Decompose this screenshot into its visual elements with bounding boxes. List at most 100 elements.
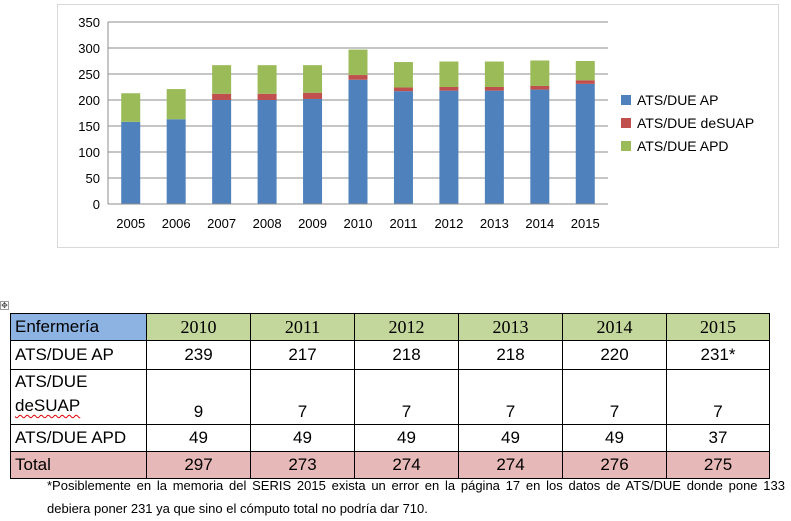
bar-segment [393,91,413,204]
bar-segment [121,121,141,204]
bar-segment [257,65,277,94]
table-cell: 7 [354,369,459,425]
legend-label: ATS/DUE AP [637,92,718,108]
legend-swatch [621,95,631,105]
bar-segment [530,85,550,90]
bar-segment [484,87,504,91]
table-corner-header: Enfermería [10,313,147,341]
data-table: Enfermería 2010 2011 2012 2013 2014 2015… [10,313,770,479]
axes: 0 50 100 150 200 250 300 350 2005 2006 2007 2008 200… [78,15,608,231]
table-cell: 274 [458,451,563,479]
table-move-handle-icon[interactable]: ✥ [0,301,9,310]
legend: ATS/DUE AP ATS/DUE deSUAP ATS/DUE APD [621,92,754,154]
year-header: 2010 [146,313,251,341]
table-cell: 218 [458,340,563,370]
bar-segment [439,87,459,91]
x-tick-label: 2007 [207,216,236,231]
row-label: ATS/DUE APD [10,424,147,452]
bar-segment [257,100,277,204]
y-tick-label: 250 [78,67,100,82]
bar-segment [439,90,459,204]
year-header: 2014 [562,313,667,341]
legend-swatch [621,118,631,128]
bar-segment [212,65,232,94]
table-cell: 220 [562,340,667,370]
year-header: 2015 [666,313,770,341]
bar-segment [257,93,277,100]
table-cell: 37 [666,424,770,452]
table-cell: 231* [666,340,770,370]
table-cell: 7 [562,369,667,425]
bar-segment [348,75,368,80]
row-label: ATS/DUE AP [10,340,147,370]
x-tick-label: 2014 [525,216,554,231]
x-tick-label: 2006 [162,216,191,231]
table-row: ATS/DUE APD 49 49 49 49 49 37 [10,424,770,452]
x-tick-label: 2012 [434,216,463,231]
x-tick-label: 2013 [480,216,509,231]
x-tick-label: 2010 [344,216,373,231]
legend-label: ATS/DUE deSUAP [637,115,754,131]
table-row-total: Total 297 273 274 274 276 275 [10,451,770,479]
bar-segment [212,93,232,100]
x-tick-label: 2011 [389,216,417,231]
y-tick-label: 150 [78,119,100,134]
x-tick-label: 2015 [571,216,600,231]
y-tick-label: 200 [78,93,100,108]
table-cell: 7 [666,369,770,425]
table-header-row: Enfermería 2010 2011 2012 2013 2014 2015 [10,313,770,341]
bar-segment [530,89,550,204]
table-cell: 49 [354,424,459,452]
bar-segment [348,79,368,204]
y-tick-label: 300 [78,41,100,56]
bar-segment [393,87,413,92]
y-tick-label: 50 [86,171,100,186]
table-cell: 49 [458,424,563,452]
bar-segment [303,65,323,93]
stacked-bar-chart: 0 50 100 150 200 250 300 350 2005 2006 2007 2008 200… [78,15,754,231]
bars [121,49,595,204]
bar-segment [393,62,413,88]
bar-segment [439,61,459,87]
chart-frame: 0 50 100 150 200 250 300 350 2005 2006 2007 2008 200… [57,4,779,248]
y-tick-label: 100 [78,145,100,160]
table-cell: 274 [354,451,459,479]
y-tick-label: 0 [93,197,100,212]
bar-segment [303,92,323,99]
row-label-line: deSUAP [15,396,81,415]
year-header: 2011 [250,313,355,341]
x-tick-label: 2008 [253,216,282,231]
bar-segment [484,90,504,204]
y-tick-label: 350 [78,15,100,30]
bar-segment [212,100,232,204]
table-cell: 239 [146,340,251,370]
table-cell: 49 [146,424,251,452]
bar-segment [166,119,186,204]
table-cell: 276 [562,451,667,479]
bar-segment [484,61,504,87]
row-label-line: ATS/DUE [15,372,88,391]
x-tick-label: 2005 [116,216,145,231]
row-label: ATS/DUE deSUAP [10,369,147,425]
table-cell: 49 [250,424,355,452]
bar-segment [303,98,323,204]
bar-segment [575,83,595,204]
table-row: ATS/DUE AP 239 217 218 218 220 231* [10,340,770,370]
table-cell: 7 [458,369,563,425]
table-cell: 275 [666,451,770,479]
table-cell: 9 [146,369,251,425]
table-cell: 273 [250,451,355,479]
table-cell: 7 [250,369,355,425]
bar-segment [575,80,595,84]
legend-swatch [621,141,631,151]
year-header: 2013 [458,313,563,341]
bar-segment [348,49,368,76]
year-header: 2012 [354,313,459,341]
bar-segment [121,93,141,122]
legend-label: ATS/DUE APD [637,138,729,154]
x-tick-label: 2009 [298,216,327,231]
table-row: ATS/DUE deSUAP 9 7 7 7 7 7 [10,369,770,425]
bar-segment [166,89,186,120]
footnote: *Posiblemente en la memoria del SERIS 20… [47,478,785,516]
bar-segment [575,61,595,81]
